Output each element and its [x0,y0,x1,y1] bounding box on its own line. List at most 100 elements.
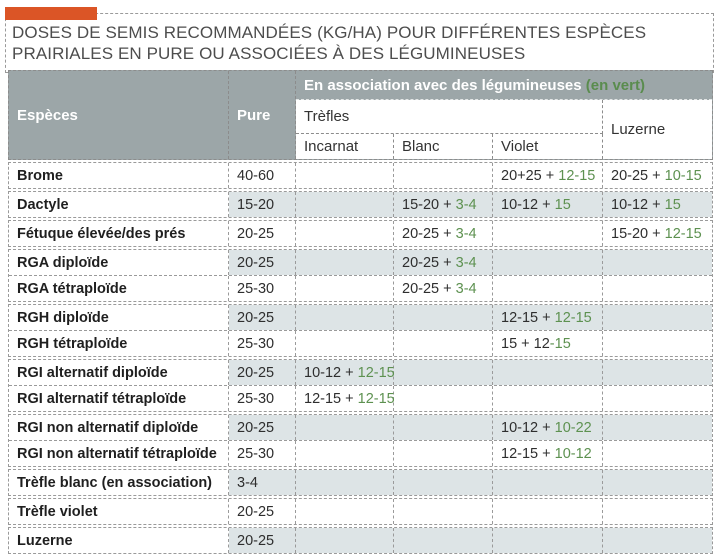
association-dose-cell [394,441,493,466]
dose-legume-part: 3-4 [455,280,477,297]
association-dose-cell [394,499,493,524]
table-row: Trèfle violet 20-25 [9,499,712,524]
association-dose-cell [603,276,712,301]
dose-grass-part: 20+25 + [501,167,559,184]
association-dose-cell [493,499,603,524]
table-row: RGA diploïde 20-25 20-25 + 3-4 [9,250,712,275]
species-cell: Fétuque élevée/des prés [9,221,229,246]
association-dose-cell: 12-15 + 12-15 [296,386,395,411]
association-dose-cell [603,499,712,524]
association-dose-cell [603,528,712,553]
dose-legume-part: 12-15 [554,309,592,326]
species-cell: Brome [9,163,229,188]
association-dose-cell [603,470,712,495]
dose-legume-part: 3-4 [455,254,477,271]
species-group: RGI non alternatif diploïde 20-25 10-12 + … [8,414,713,467]
species-cell: RGI non alternatif diploïde [9,415,229,440]
association-dose-cell [394,163,493,188]
association-dose-cell [493,276,603,301]
association-dose-cell: 20-25 + 3-4 [394,221,493,246]
table-row: Luzerne 20-25 [9,528,712,553]
species-cell: Trèfle violet [9,499,229,524]
pure-dose-cell: 15-20 [229,192,296,217]
species-group: RGH diploïde 20-25 12-15 + 12-15 RGH tétrap… [8,304,713,357]
association-dose-cell [493,528,603,553]
association-dose-cell: 15 + 12 -15 [493,331,603,356]
accent-bar [5,7,97,20]
dose-legume-part: 15 [664,196,681,213]
header-especes: Espèces [9,71,229,159]
pure-dose-cell: 25-30 [229,386,296,411]
header-trefle-blanc: Blanc [394,134,493,159]
table-header: Espèces Pure En association avec des lég… [8,70,713,160]
association-dose-cell [493,470,603,495]
doses-table: Espèces Pure En association avec des lég… [8,70,713,556]
association-dose-cell [296,499,394,524]
association-dose-cell: 10-12 + 10-22 [493,415,603,440]
association-dose-cell [296,305,394,330]
species-cell: RGI alternatif diploïde [9,360,229,385]
header-association-main: En association avec des légumineuses [304,76,586,94]
dose-legume-part: 12-15 [357,390,395,407]
association-dose-cell: 20-25 + 3-4 [394,250,493,275]
table-row: RGI non alternatif diploïde 20-25 10-12 + … [9,415,712,440]
association-dose-cell [394,415,493,440]
table-row: RGH diploïde 20-25 12-15 + 12-15 [9,305,712,330]
association-dose-cell [296,470,394,495]
pure-dose-cell: 20-25 [229,499,296,524]
association-dose-cell [296,528,394,553]
table-row: RGH tétraploïde 25-30 15 + 12 -15 [9,330,712,356]
association-dose-cell: 15-20 + 12-15 [603,221,712,246]
association-dose-cell: 20-25 + 3-4 [394,276,493,301]
association-dose-cell [296,221,394,246]
species-group: RGI alternatif diploïde 20-25 10-12 + 12-1… [8,359,713,412]
dose-legume-part: 10-15 [664,167,702,184]
header-association-note: (en vert) [585,76,645,94]
association-dose-cell [493,221,603,246]
dose-grass-part: 20-25 + [402,225,456,242]
association-dose-cell [394,470,493,495]
association-dose-cell [603,331,712,356]
dose-grass-part: 20-25 + [402,280,456,297]
association-dose-cell [296,441,394,466]
association-dose-cell: 12-15 + 12-15 [493,305,603,330]
association-dose-cell [493,360,603,385]
association-dose-cell [394,528,493,553]
species-group: Trèfle violet 20-25 [8,498,713,525]
page-title: DOSES DE SEMIS RECOMMANDÉES (KG/HA) POUR… [12,23,705,64]
dose-grass-part: 15-20 + [611,225,665,242]
species-cell: RGI alternatif tétraploïde [9,386,229,411]
dose-grass-part: 20-25 + [611,167,665,184]
association-dose-cell [394,360,493,385]
dose-grass-part: 10-12 + [611,196,665,213]
dose-legume-part: 3-4 [455,225,477,242]
species-cell: Trèfle blanc (en association) [9,470,229,495]
pure-dose-cell: 25-30 [229,441,296,466]
pure-dose-cell: 20-25 [229,360,296,385]
species-cell: Luzerne [9,528,229,553]
species-group: Fétuque élevée/des prés 20-25 20-25 + 3-4 1… [8,220,713,247]
title-line-1: DOSES DE SEMIS RECOMMANDÉES (KG/HA) POUR… [12,23,647,42]
pure-dose-cell: 20-25 [229,305,296,330]
association-dose-cell [296,250,394,275]
header-trefle-incarnat: Incarnat [296,134,394,159]
title-line-2: PRAIRIALES EN PURE OU ASSOCIÉES À DES LÉ… [12,43,526,63]
table-row: RGA tétraploïde 25-30 20-25 + 3-4 [9,275,712,301]
species-group: Brome 40-60 20+25 + 12-15 20-25 + 10-15 [8,162,713,189]
association-dose-cell: 10-12 + 15 [603,192,712,217]
dose-legume-part: 15 [554,196,571,213]
pure-dose-cell: 25-30 [229,331,296,356]
species-cell: Dactyle [9,192,229,217]
table-body: Brome 40-60 20+25 + 12-15 20-25 + 10-15 Dact… [8,162,713,554]
association-dose-cell [603,250,712,275]
association-dose-cell [296,331,394,356]
association-dose-cell [603,305,712,330]
table-row: RGI non alternatif tétraploïde 25-30 12-15… [9,440,712,466]
association-dose-cell [296,192,394,217]
species-cell: RGA tétraploïde [9,276,229,301]
header-association: En association avec des légumineuses (en… [296,71,712,100]
association-dose-cell [603,441,712,466]
table-row: RGI alternatif diploïde 20-25 10-12 + 12-1… [9,360,712,385]
pure-dose-cell: 3-4 [229,470,296,495]
